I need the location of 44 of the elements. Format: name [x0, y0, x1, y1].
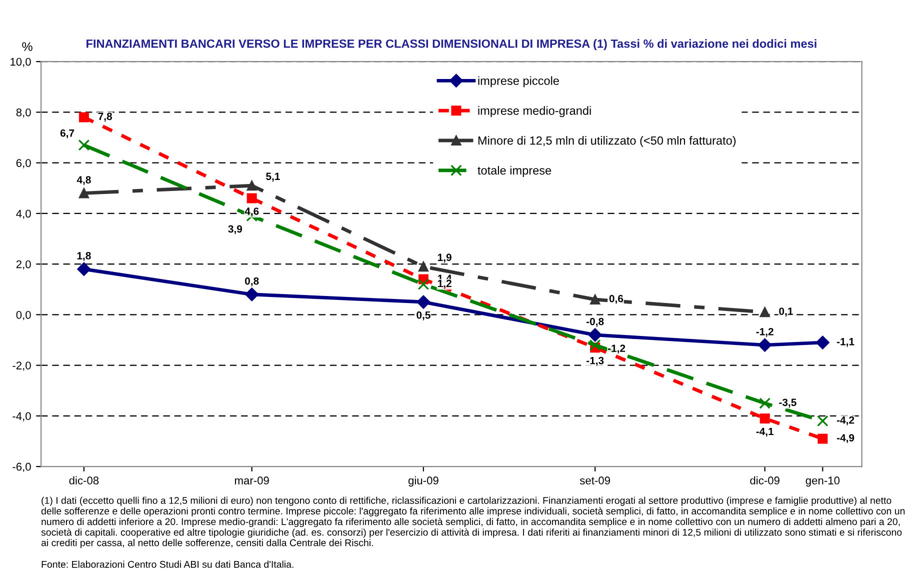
data-label: -1,3: [586, 356, 604, 366]
legend-label: Minore di 12,5 mln di utilizzato (<50 mln fatturato): [478, 136, 736, 148]
data-label: -1,1: [836, 338, 854, 347]
y-tick-label: -6,0: [12, 462, 31, 472]
chart-title: FINANZIAMENTI BANCARI VERSO LE IMPRESE PER CLASSI DIMENSIONALI DI IMPRESA (1) Tassi % di variazione nei dodici mesi: [86, 39, 816, 50]
data-label: -4,1: [756, 428, 774, 437]
data-label: 4,6: [244, 208, 259, 216]
legend-label: imprese medio-grandi: [478, 106, 591, 118]
x-tick-label: gen-10: [806, 476, 840, 487]
data-label: -0,8: [586, 318, 604, 327]
y-tick-label: 0,0: [16, 310, 31, 320]
source-note: Fonte: Elaborazioni Centro Studi ABI su dati Banca d'Italia.: [42, 560, 294, 568]
legend-label: imprese piccole: [478, 76, 559, 88]
data-label: 6,7: [60, 129, 74, 138]
data-label: 0,5: [416, 311, 430, 320]
x-tick-label: dic-09: [750, 476, 780, 484]
data-label: 1,9: [438, 254, 452, 263]
y-tick-label: 2,0: [16, 260, 31, 270]
x-tick-label: mar-09: [234, 476, 269, 484]
y-tick-label: 4,0: [16, 210, 31, 219]
data-label: 4,8: [76, 176, 91, 186]
data-label: -1,2: [608, 344, 626, 354]
data-label: 0,8: [245, 277, 259, 286]
text: (1) I dati (eccetto quelli fino a 12,5 milioni di euro) non tengono conto di rettifiche, riclassificazioni e cartolarizzazioni. Finanziamenti erogati al settore produttivo (imprese e famiglie produttive) al netto delle sofferenze e delle operazioni pronti contro termine. Imprese piccole: l'aggregato fa riferimento alle imprese individuali, società semplici, di fatto, in accomandita semplice e in nome collettivo con un numero di addetti inferiore a 20. Imprese medio-grandi: L'aggregato fa riferimento alle società semplici, di fatto, in accomandita semplice e in nome collettivo con un numero di addetti almeno pari a 20, società di capitali. cooperative ed altre tipologie giuridiche (ad. es. consorzi) per l'esercizio di attività di impresa. I dati riferiti ai finanziamenti minori di 12,5 milioni di utilizzato sono stimati e si riferiscono ai crediti per cassa, al netto delle sofferenze, censiti dalla Centrale dei Rischi.: [41, 496, 905, 548]
data-label: 0,6: [609, 294, 624, 304]
data-label: 1,8: [77, 252, 91, 261]
x-tick-label: dic-08: [69, 476, 99, 484]
y-tick-label: 10,0: [10, 58, 31, 68]
data-label: 5,1: [266, 172, 280, 182]
data-label: -1,2: [756, 328, 774, 337]
data-label: -3,5: [779, 398, 796, 408]
y-tick-label: 6,0: [16, 159, 31, 168]
data-label: 0,1: [779, 308, 793, 316]
y-tick-label: 8,0: [16, 108, 31, 118]
legend-label: totale imprese: [478, 166, 552, 177]
data-label: 3,9: [228, 225, 242, 234]
data-label: 7,8: [98, 112, 112, 122]
data-label: -4,9: [836, 434, 854, 444]
data-label: -4,2: [836, 416, 854, 426]
x-tick-label: set-09: [580, 476, 610, 484]
y-tick-label: -4,0: [12, 412, 31, 422]
y-axis-title: %: [22, 42, 32, 51]
y-tick-label: -2,0: [12, 362, 31, 371]
x-tick-label: giu-09: [408, 476, 438, 487]
